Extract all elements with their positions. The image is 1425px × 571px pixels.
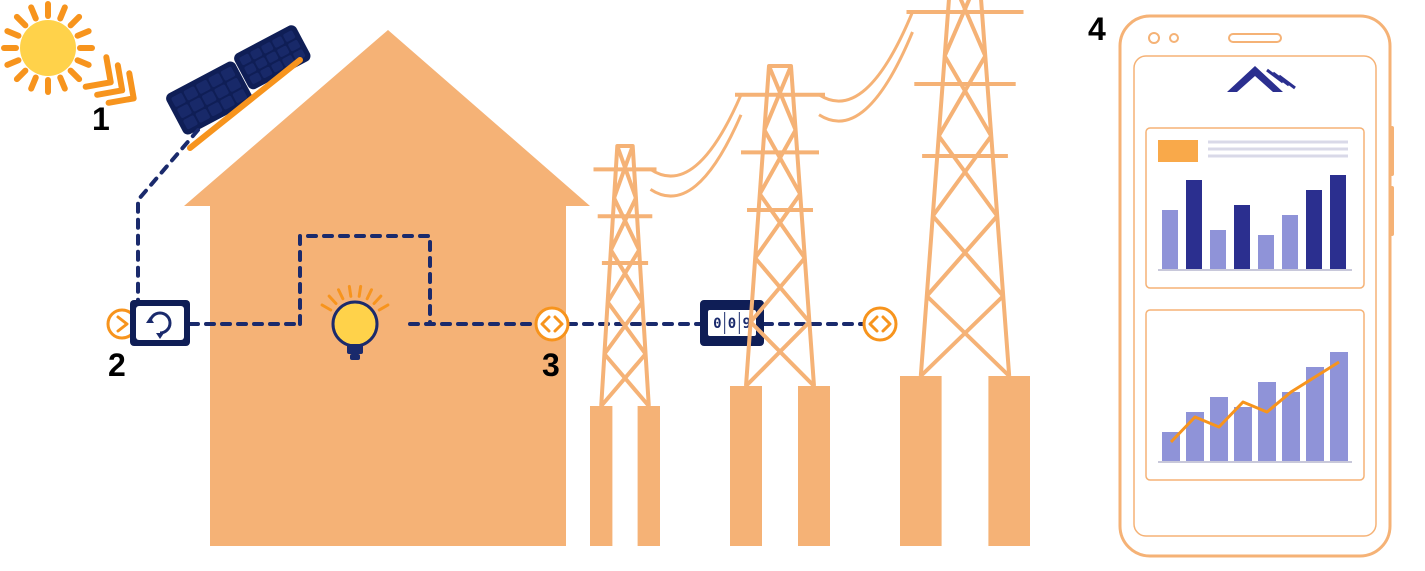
svg-text:0: 0 [713,316,721,332]
step-label-1: 1 [92,101,110,137]
power-line-1b [651,115,742,196]
transmission-tower-1 [590,146,660,546]
bidirectional-icon-1 [536,308,568,340]
transmission-tower-3 [900,0,1030,546]
step-label-4: 4 [1088,11,1106,47]
step-label-3: 3 [542,347,560,383]
bidirectional-icon-2 [864,308,896,340]
wire-1 [130,130,198,320]
monitoring-phone [1120,16,1394,556]
power-line-2 [819,12,913,101]
inverter-icon [130,300,190,346]
svg-text:0: 0 [728,316,736,332]
dashboard-card-2 [1146,310,1364,480]
power-line-1 [651,95,742,176]
dashboard-card-1 [1146,128,1364,288]
step-label-2: 2 [108,347,126,383]
sun-icon [4,4,92,92]
